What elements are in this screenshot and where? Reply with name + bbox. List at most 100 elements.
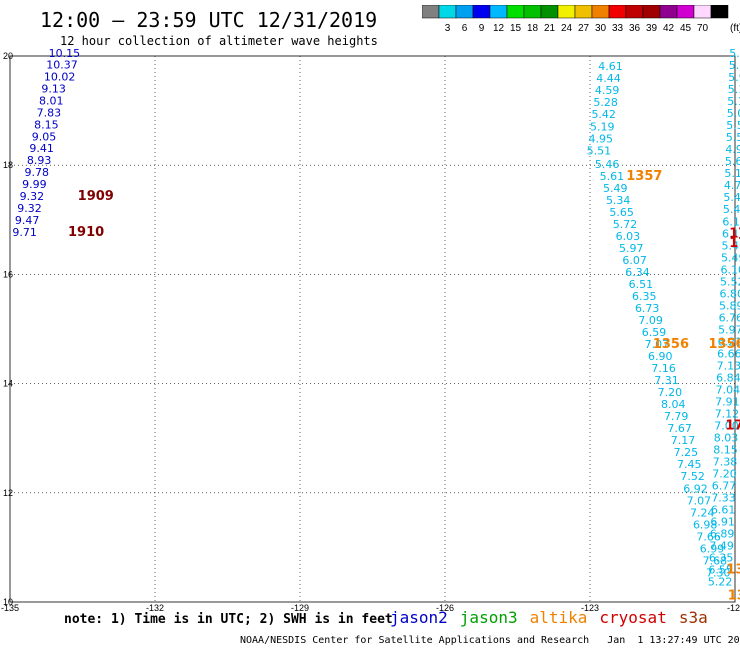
color-scale-label: 45	[680, 23, 692, 34]
wave-height-value: 4.94	[725, 143, 740, 156]
wave-height-value: 5.50	[726, 119, 740, 132]
wave-height-value: 5.42	[591, 108, 616, 121]
wave-height-value: 4.59	[595, 84, 620, 97]
wave-height-value: 5.52	[726, 131, 740, 144]
wave-height-value: 6.21	[718, 335, 740, 348]
color-scale-label: 15	[510, 23, 522, 34]
color-scale-label: 3	[445, 23, 451, 34]
wave-height-value: 7.16	[651, 362, 676, 375]
latitude-tick-label: 20	[3, 51, 13, 61]
page-title: 12:00 – 23:59 UTC 12/31/2019	[40, 8, 378, 32]
wave-height-value: 5.40	[729, 47, 740, 60]
color-scale-label: 33	[612, 23, 624, 34]
wave-height-value: 5.46	[721, 239, 740, 252]
wave-height-value: 6.34	[625, 266, 650, 279]
wave-height-value: 5.97	[718, 323, 740, 336]
wave-height-value: 6.35	[709, 552, 734, 565]
legend-jason3: jason3	[459, 608, 518, 627]
wave-height-value: 5.65	[609, 206, 634, 219]
wave-height-value: 6.92	[683, 482, 708, 495]
wave-height-value: 7.38	[713, 456, 738, 469]
wave-height-value: 5.22	[708, 576, 733, 589]
wave-height-value: 7.67	[667, 422, 692, 435]
page-subtitle: 12 hour collection of altimeter wave hei…	[60, 34, 378, 48]
wave-height-value: 9.32	[20, 190, 44, 203]
wave-height-value: 6.55	[708, 564, 733, 577]
wave-height-value: 9.71	[12, 226, 37, 239]
wave-height-value: 7.09	[638, 314, 663, 327]
wave-height-value: 7.07	[687, 494, 712, 507]
color-scale-label: 24	[561, 23, 573, 34]
wave-height-value: 6.66	[717, 347, 740, 360]
pass-time-label: 1756	[725, 418, 740, 433]
pass-time-label: 17	[729, 226, 740, 241]
wave-height-value: 5.94	[728, 71, 740, 84]
longitude-tick-label: -123	[581, 603, 599, 613]
pass-time-label: 135	[728, 588, 740, 603]
wave-height-value: 6.51	[629, 278, 654, 291]
wave-height-value: 9.13	[41, 83, 66, 96]
wave-height-value: 7.33	[711, 492, 736, 505]
wave-height-value: 6.73	[635, 302, 660, 315]
latitude-tick-label: 18	[3, 160, 13, 170]
wave-height-value: 7.52	[680, 470, 705, 483]
pass-time-label: 1357	[626, 169, 662, 184]
wave-height-value: 7.91	[715, 395, 740, 408]
legend-cryosat: cryosat	[599, 608, 667, 627]
wave-height-value: 7.68	[703, 554, 728, 567]
wave-height-value: 8.15	[34, 119, 59, 132]
wave-height-value: 9.47	[15, 214, 40, 227]
wave-height-value: 5.34	[606, 194, 631, 207]
wave-height-value: 7.00	[714, 419, 739, 432]
wave-height-value: 5.49	[721, 251, 740, 264]
wave-height-value: 6.10	[721, 263, 740, 276]
wave-height-value: 7.25	[674, 446, 699, 459]
pass-time-label: 1909	[78, 189, 114, 204]
wave-height-value: 5.68	[725, 155, 740, 168]
wave-height-value: 8.15	[713, 443, 738, 456]
wave-height-value: 7.66	[696, 530, 721, 543]
latitude-tick-label: 12	[3, 488, 13, 498]
wave-height-value: 6.35	[632, 290, 657, 303]
latitude-tick-label: 14	[3, 379, 13, 389]
wave-height-value: 7.45	[677, 458, 702, 471]
color-scale-label: 42	[663, 23, 675, 34]
wave-height-value: 6.76	[719, 311, 740, 324]
color-scale-label: 27	[578, 23, 590, 34]
wave-height-value: 7.49	[709, 540, 734, 553]
wave-height-value: 6.99	[700, 542, 725, 555]
legend-altika: altika	[529, 608, 588, 627]
latitude-tick-label: 16	[3, 269, 13, 279]
longitude-tick-label: -135	[1, 603, 19, 613]
units-note: note: 1) Time is in UTC; 2) SWH is in fe…	[64, 612, 393, 627]
color-scale-label: 39	[646, 23, 658, 34]
longitude-tick-label: -132	[146, 603, 164, 613]
color-scale-label: 21	[544, 23, 556, 34]
pass-time-label: 17	[729, 236, 740, 251]
wave-height-value: 5.02	[729, 59, 740, 72]
pass-time-label: 1355	[726, 563, 740, 578]
wave-height-value: 8.01	[39, 95, 64, 108]
legend-s3a: s3a	[678, 608, 708, 627]
satellite-legend: jason2 jason3 altika cryosat s3a	[390, 608, 720, 627]
wave-height-value: 5.89	[719, 299, 740, 312]
wave-height-value: 10.15	[49, 47, 81, 60]
wave-height-value: 6.59	[642, 326, 667, 339]
wave-height-value: 5.17	[727, 95, 740, 108]
wave-height-value: 5.72	[613, 218, 638, 231]
wave-height-value: 6.80	[720, 287, 740, 300]
wave-height-value: 7.20	[712, 468, 737, 481]
wave-height-value: 5.41	[723, 203, 740, 216]
wave-height-value: 6.90	[648, 350, 673, 363]
wave-height-value: 5.40	[723, 191, 740, 204]
pass-time-label: 1356	[708, 337, 740, 352]
wave-height-value: 6.07	[622, 254, 647, 267]
wave-height-value: 6.89	[710, 528, 735, 541]
wave-height-value: 5.19	[724, 167, 740, 180]
color-scale-label: 6	[462, 23, 468, 34]
wave-height-value: 6.77	[712, 480, 737, 493]
wave-height-value: 4.71	[724, 179, 740, 192]
wave-height-value: 5.61	[600, 170, 625, 183]
